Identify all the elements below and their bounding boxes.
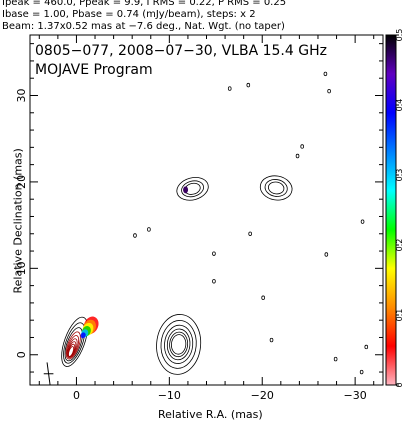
y-tick-label: 10 [15, 261, 28, 275]
noise-contour [133, 233, 137, 238]
colorbar-tick-label: 0 [395, 382, 404, 387]
noise-contour [261, 295, 265, 300]
x-tick-label: −10 [158, 389, 181, 402]
core-contour [68, 346, 75, 357]
y-axis-label: Relative Declination (mas) [11, 148, 25, 294]
knot-1-contour [166, 328, 191, 361]
core-contour [64, 327, 83, 362]
polarization-patch [80, 332, 86, 339]
noise-contour [327, 88, 331, 94]
knot-2-contour [181, 180, 204, 198]
knot-3-contour [268, 181, 285, 195]
noise-contour [227, 86, 232, 91]
knot-1-contour [156, 314, 202, 375]
core-contour [61, 316, 88, 367]
knot-3-contour [259, 175, 293, 201]
noise-contour [248, 231, 252, 236]
noise-contour [147, 227, 151, 232]
knot-2-contour [176, 177, 209, 201]
noise-contour [300, 144, 304, 149]
knot-1-contour [169, 331, 189, 358]
core-contour [66, 335, 80, 359]
header-line-2: Ibase = 1.00, Pbase = 0.74 (mJy/beam), s… [2, 9, 256, 20]
core-contour [63, 322, 86, 364]
noise-contour [295, 153, 300, 159]
noise-contour [246, 82, 251, 88]
noise-contour [269, 337, 274, 343]
knot-1-contour [160, 320, 197, 369]
noise-contour [212, 279, 216, 284]
noise-contour [333, 356, 338, 362]
x-tick-label: 0 [73, 389, 80, 402]
header-line-1: Ipeak = 460.0, Ppeak = 9.9, I RMS = 0.22… [2, 0, 287, 8]
x-tick-label: −20 [251, 389, 274, 402]
colorbar-tick-label: 0.1 [395, 309, 404, 322]
noise-contour [360, 219, 365, 224]
x-axis-label: Relative R.A. (mas) [158, 408, 263, 421]
colorbar-tick-label: 0.2 [395, 239, 404, 252]
knot-3-contour [264, 179, 288, 197]
header-line-3: Beam: 1.37x0.52 mas at −7.6 deg., Nat. W… [2, 21, 285, 32]
noise-contour [364, 344, 369, 350]
y-tick-label: 20 [15, 175, 28, 189]
noise-contour [324, 252, 329, 257]
colorbar-tick-label: 0.4 [395, 99, 404, 112]
noise-contour [359, 369, 364, 375]
chart-subtitle: MOJAVE Program [35, 62, 153, 78]
y-tick-label: 0 [15, 351, 28, 358]
colorbar [385, 34, 397, 386]
colorbar-tick-label: 0.5 [395, 29, 404, 42]
noise-contour [323, 71, 328, 77]
chart-title: 0805−077, 2008−07−30, VLBA 15.4 GHz [35, 43, 327, 59]
core-contour [65, 331, 81, 360]
knot-1-contour [171, 334, 187, 355]
x-tick-label: −30 [344, 389, 367, 402]
core-contour [67, 338, 78, 358]
noise-contour [212, 251, 216, 256]
polarization-spot [183, 186, 189, 194]
colorbar-tick-label: 0.3 [395, 169, 404, 182]
y-tick-label: 30 [15, 88, 28, 102]
knot-1-contour [164, 324, 194, 364]
